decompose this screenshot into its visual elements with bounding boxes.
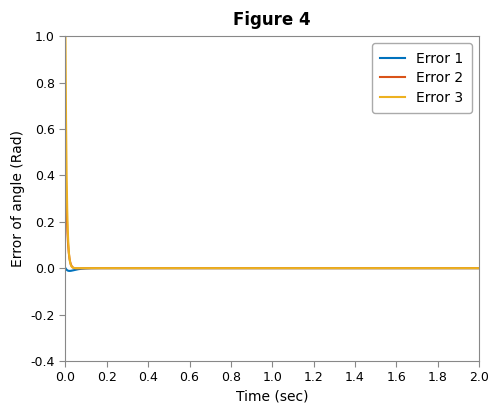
- Line: Error 3: Error 3: [66, 36, 479, 268]
- X-axis label: Time (sec): Time (sec): [236, 390, 308, 404]
- Error 1: [144, 266, 150, 271]
- Error 1: [62, 266, 68, 271]
- Title: Figure 4: Figure 4: [234, 11, 311, 29]
- Error 1: [87, 266, 93, 271]
- Error 3: [62, 34, 68, 39]
- Error 2: [87, 266, 93, 271]
- Error 3: [64, 212, 70, 217]
- Error 3: [80, 266, 86, 271]
- Legend: Error 1, Error 2, Error 3: Error 1, Error 2, Error 3: [372, 43, 472, 113]
- Error 2: [64, 228, 70, 233]
- Error 1: [264, 266, 270, 271]
- Error 3: [476, 266, 482, 271]
- Error 1: [476, 266, 482, 271]
- Line: Error 1: Error 1: [66, 268, 479, 271]
- Error 1: [454, 266, 460, 271]
- Error 1: [66, 269, 72, 273]
- Error 2: [74, 266, 80, 271]
- Error 2: [264, 266, 270, 271]
- Error 2: [144, 266, 150, 271]
- Error 3: [87, 266, 93, 271]
- Error 3: [454, 266, 460, 271]
- Error 2: [454, 266, 460, 271]
- Error 3: [74, 266, 80, 271]
- Line: Error 2: Error 2: [66, 152, 479, 269]
- Error 1: [64, 268, 70, 273]
- Error 3: [144, 266, 150, 271]
- Y-axis label: Error of angle (Rad): Error of angle (Rad): [11, 130, 25, 267]
- Error 2: [476, 266, 482, 271]
- Error 1: [80, 266, 86, 271]
- Error 2: [80, 266, 86, 271]
- Error 3: [264, 266, 270, 271]
- Error 2: [62, 150, 68, 155]
